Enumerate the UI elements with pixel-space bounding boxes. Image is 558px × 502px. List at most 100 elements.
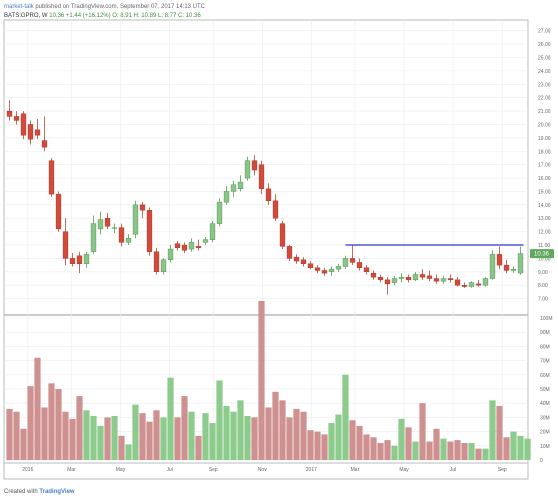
- volume-tick-label: 100M: [540, 316, 553, 322]
- candle: [195, 239, 202, 251]
- volume-tick-label: 70M: [540, 359, 550, 365]
- candle-body: [461, 285, 468, 287]
- candle-body: [265, 188, 272, 202]
- candle: [510, 266, 517, 274]
- candle: [230, 180, 237, 197]
- volume-bar: [237, 400, 244, 460]
- candle-body: [237, 181, 244, 189]
- candle: [293, 254, 300, 264]
- candle-body: [440, 278, 447, 282]
- candle-body: [216, 201, 223, 224]
- volume-bar: [48, 383, 55, 460]
- volume-bar: [55, 389, 62, 460]
- volume-bar: [279, 400, 286, 460]
- candle: [468, 281, 475, 288]
- time-tick-label: May: [116, 467, 126, 473]
- volume-bar: [125, 444, 132, 460]
- candle: [503, 259, 510, 274]
- candle: [146, 207, 153, 256]
- volume-bar: [454, 440, 461, 460]
- volume-bar: [524, 438, 531, 460]
- volume-bar: [188, 411, 195, 460]
- author-link[interactable]: market-talk: [4, 4, 34, 10]
- volume-bar: [69, 418, 76, 460]
- candle: [223, 186, 230, 205]
- volume-bar: [482, 448, 489, 460]
- volume-bar: [174, 417, 181, 460]
- candle: [433, 274, 440, 284]
- candle: [153, 247, 160, 275]
- volume-tick-label: 20M: [540, 430, 550, 436]
- volume-bar: [146, 421, 153, 460]
- candle: [69, 253, 76, 267]
- volume-bar: [377, 442, 384, 460]
- candle-body: [328, 268, 335, 273]
- candle-body: [300, 259, 307, 264]
- volume-bar: [447, 441, 454, 460]
- candle: [286, 245, 293, 262]
- footer: Created with TradingView: [4, 489, 75, 495]
- price-tick-label: 11.00: [538, 243, 550, 249]
- volume-bar: [13, 411, 20, 460]
- candle-body: [167, 248, 174, 260]
- candle-body: [139, 204, 146, 211]
- candles: [6, 100, 524, 295]
- candle-body: [363, 267, 370, 273]
- candle: [398, 273, 405, 283]
- volume-bar: [139, 413, 146, 460]
- candle: [139, 202, 146, 219]
- volume-bar: [412, 441, 419, 460]
- volume-bar: [6, 408, 13, 460]
- candle-body: [447, 278, 454, 281]
- candle-body: [62, 231, 69, 259]
- publish-header: market-talk published on TradingView.com…: [4, 3, 205, 11]
- candle: [482, 277, 489, 287]
- volume-bar: [363, 434, 370, 460]
- price-axis: 7.00 8.00 9.00 10.00 11.00 12.00 13.00 14.00 15.…: [538, 29, 551, 303]
- time-tick-label: Jul: [166, 467, 172, 473]
- price-tick-label: 7.00: [538, 297, 548, 303]
- candle: [48, 157, 55, 197]
- time-tick-label: Mar: [67, 467, 76, 473]
- candle-body: [468, 282, 475, 287]
- volume-bar: [419, 403, 426, 460]
- price-tick-label: 27.00: [538, 29, 551, 35]
- volume-bar: [104, 417, 111, 460]
- price-tick-label: 9.00: [538, 270, 548, 276]
- candle: [160, 258, 167, 275]
- candle: [244, 156, 251, 181]
- volume-bar: [62, 411, 69, 460]
- volume-tick-label: 0: [540, 458, 543, 464]
- candle: [307, 261, 314, 270]
- brand-name[interactable]: TradingView: [39, 489, 75, 495]
- time-tick-label: Mar: [351, 467, 360, 473]
- candle-body: [503, 264, 510, 271]
- candle: [335, 263, 342, 272]
- candle: [279, 220, 286, 250]
- volume-bar: [370, 437, 377, 460]
- candle: [426, 270, 433, 282]
- candle-body: [90, 223, 97, 252]
- candle-body: [335, 266, 342, 270]
- price-tick-label: 23.00: [538, 82, 551, 88]
- candle: [76, 251, 83, 274]
- candle: [272, 194, 279, 221]
- volume-bar: [489, 400, 496, 460]
- price-change: +1.44 (+16.12%): [65, 13, 111, 19]
- volume-bar: [209, 423, 216, 460]
- candle-body: [258, 164, 265, 189]
- volume-bar: [510, 431, 517, 460]
- candle: [349, 245, 356, 266]
- volume-bar: [195, 435, 202, 460]
- time-tick-label: Sep: [209, 467, 218, 473]
- volume-axis: 100M 90M 80M 70M 60M 50M 40M 30M 20M 10M 0: [540, 316, 553, 464]
- volume-bar: [405, 427, 412, 460]
- candle: [461, 282, 468, 288]
- volume-bar: [461, 442, 468, 460]
- candle-body: [426, 275, 433, 279]
- candle-body: [419, 274, 426, 278]
- candle: [454, 277, 461, 287]
- candle: [321, 267, 328, 276]
